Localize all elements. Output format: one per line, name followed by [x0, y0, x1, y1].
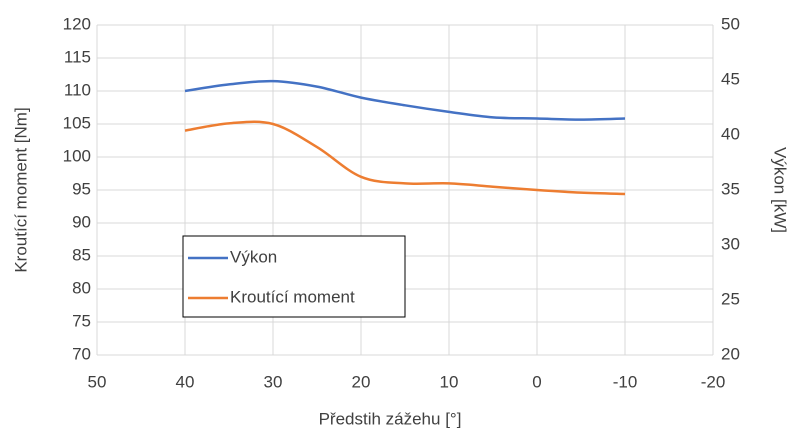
legend-label: Kroutící moment — [230, 287, 355, 306]
y-tick-label: 120 — [63, 14, 91, 33]
y2-tick-label: 50 — [721, 14, 740, 33]
x-tick-label: 30 — [264, 372, 283, 391]
y-tick-label: 70 — [72, 344, 91, 363]
x-tick-label: 40 — [176, 372, 195, 391]
legend-box — [182, 235, 406, 318]
y-tick-label: 90 — [72, 212, 91, 231]
y-tick-label: 75 — [72, 311, 91, 330]
y-tick-label: 110 — [64, 80, 91, 99]
y2-tick-label: 35 — [721, 179, 740, 198]
y-tick-label: 100 — [63, 146, 91, 165]
y2-tick-label: 45 — [721, 69, 740, 88]
line-series — [184, 79, 626, 121]
legend: Výkon Kroutící moment — [182, 235, 406, 318]
y-tick-label: 115 — [64, 47, 91, 66]
x-tick-label: 20 — [352, 372, 371, 391]
y2-tick-label: 25 — [721, 289, 740, 308]
y2-tick-label: 30 — [721, 234, 740, 253]
line-series — [184, 120, 626, 196]
x-tick-label: 10 — [440, 372, 459, 391]
y-tick-label: 105 — [63, 113, 91, 132]
y2-tick-label: 40 — [721, 124, 740, 143]
y-tick-label: 80 — [72, 278, 91, 297]
y-axis-title: Kroutící moment [Nm] — [11, 107, 30, 272]
y-tick-label: 95 — [72, 179, 91, 198]
x-tick-label: 50 — [88, 372, 107, 391]
x-tick-label: -20 — [701, 372, 726, 391]
x-tick-label: -10 — [613, 372, 638, 391]
y2-tick-label: 20 — [721, 344, 740, 363]
x-tick-label: 0 — [532, 372, 541, 391]
legend-label: Výkon — [230, 247, 277, 266]
y2-axis-title: Výkon [kW] — [771, 147, 790, 233]
y-tick-label: 85 — [72, 245, 91, 264]
x-axis-title: Předstih zážehu [°] — [319, 409, 462, 428]
